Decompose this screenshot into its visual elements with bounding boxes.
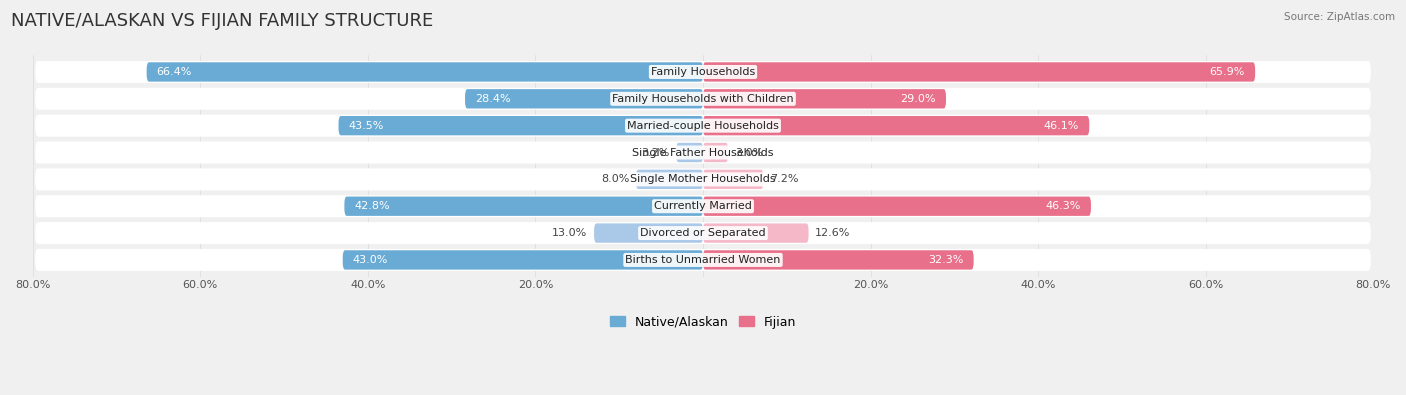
- FancyBboxPatch shape: [595, 224, 703, 243]
- Text: 32.3%: 32.3%: [928, 255, 963, 265]
- Text: 43.0%: 43.0%: [353, 255, 388, 265]
- FancyBboxPatch shape: [35, 249, 1371, 271]
- FancyBboxPatch shape: [465, 89, 703, 109]
- Text: 12.6%: 12.6%: [815, 228, 851, 238]
- FancyBboxPatch shape: [35, 88, 1371, 110]
- FancyBboxPatch shape: [339, 116, 703, 135]
- FancyBboxPatch shape: [703, 62, 1256, 82]
- Text: 3.2%: 3.2%: [641, 147, 669, 158]
- Text: 29.0%: 29.0%: [900, 94, 936, 104]
- Text: 7.2%: 7.2%: [770, 174, 799, 184]
- FancyBboxPatch shape: [703, 224, 808, 243]
- Text: Single Father Households: Single Father Households: [633, 147, 773, 158]
- Text: Currently Married: Currently Married: [654, 201, 752, 211]
- Text: Family Households: Family Households: [651, 67, 755, 77]
- Text: Single Mother Households: Single Mother Households: [630, 174, 776, 184]
- FancyBboxPatch shape: [35, 168, 1371, 190]
- FancyBboxPatch shape: [35, 141, 1371, 164]
- Text: 28.4%: 28.4%: [475, 94, 510, 104]
- FancyBboxPatch shape: [676, 143, 703, 162]
- Text: 66.4%: 66.4%: [156, 67, 193, 77]
- FancyBboxPatch shape: [703, 89, 946, 109]
- Text: 3.0%: 3.0%: [735, 147, 763, 158]
- FancyBboxPatch shape: [703, 143, 728, 162]
- Text: Divorced or Separated: Divorced or Separated: [640, 228, 766, 238]
- Text: 8.0%: 8.0%: [600, 174, 630, 184]
- Text: 46.1%: 46.1%: [1043, 120, 1080, 131]
- FancyBboxPatch shape: [146, 62, 703, 82]
- FancyBboxPatch shape: [703, 116, 1090, 135]
- FancyBboxPatch shape: [35, 222, 1371, 244]
- FancyBboxPatch shape: [636, 170, 703, 189]
- FancyBboxPatch shape: [703, 250, 973, 270]
- Text: 43.5%: 43.5%: [349, 120, 384, 131]
- FancyBboxPatch shape: [703, 197, 1091, 216]
- FancyBboxPatch shape: [344, 197, 703, 216]
- FancyBboxPatch shape: [703, 170, 763, 189]
- Legend: Native/Alaskan, Fijian: Native/Alaskan, Fijian: [605, 310, 801, 333]
- FancyBboxPatch shape: [35, 195, 1371, 217]
- Text: Births to Unmarried Women: Births to Unmarried Women: [626, 255, 780, 265]
- Text: 42.8%: 42.8%: [354, 201, 389, 211]
- Text: 13.0%: 13.0%: [553, 228, 588, 238]
- FancyBboxPatch shape: [35, 61, 1371, 83]
- Text: Source: ZipAtlas.com: Source: ZipAtlas.com: [1284, 12, 1395, 22]
- Text: 46.3%: 46.3%: [1046, 201, 1081, 211]
- Text: Married-couple Households: Married-couple Households: [627, 120, 779, 131]
- Text: NATIVE/ALASKAN VS FIJIAN FAMILY STRUCTURE: NATIVE/ALASKAN VS FIJIAN FAMILY STRUCTUR…: [11, 12, 433, 30]
- FancyBboxPatch shape: [35, 115, 1371, 137]
- Text: Family Households with Children: Family Households with Children: [612, 94, 794, 104]
- FancyBboxPatch shape: [343, 250, 703, 270]
- Text: 65.9%: 65.9%: [1209, 67, 1246, 77]
